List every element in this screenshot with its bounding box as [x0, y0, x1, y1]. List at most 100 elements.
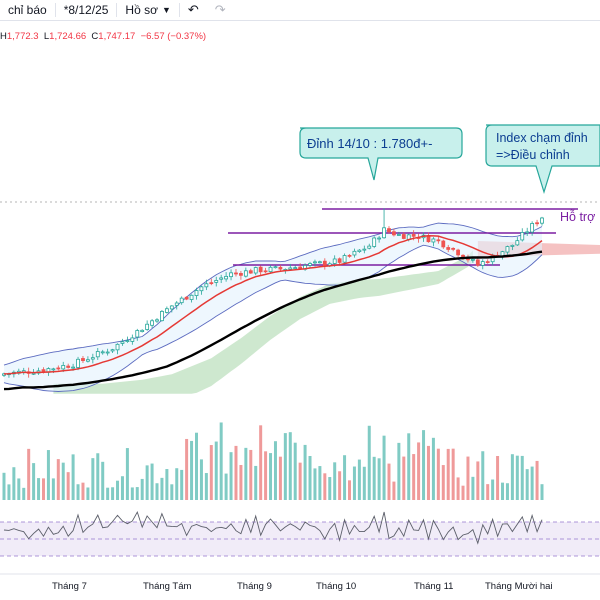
candle-body [288, 267, 293, 270]
volume-bar [362, 466, 366, 500]
volume-bar [392, 481, 396, 500]
volume-bar [496, 456, 500, 500]
indicators-button[interactable]: chỉ báo [0, 0, 55, 20]
candle-body [145, 323, 150, 330]
volume-bar [486, 484, 490, 500]
volume-bar [417, 442, 421, 500]
volume-bar [273, 441, 277, 500]
redo-button[interactable]: ↷ [207, 0, 234, 20]
volume-bar [397, 442, 401, 500]
candle-body [278, 266, 283, 270]
moving-averages [3, 235, 543, 391]
layout-label: Hồ sơ [125, 3, 158, 17]
index-label-line2: =>Điều chỉnh [496, 148, 570, 162]
candle-body [258, 266, 263, 273]
candle-body [76, 358, 80, 368]
candle-body [140, 329, 145, 333]
volume-bar [185, 438, 189, 500]
bollinger-bands [3, 222, 543, 392]
date-label: *8/12/25 [63, 3, 109, 17]
annotations: Đỉnh 14/10 : 1.780đ+- Index chạm đỉnh =>… [299, 124, 600, 224]
candle-body [411, 234, 416, 237]
peak-callout-box [299, 127, 463, 181]
volume-bar [91, 458, 95, 500]
candle-body [337, 258, 342, 263]
ohlc-legend: H1,772.3 L1,724.66 C1,747.17 −6.57 (−0.3… [0, 31, 206, 42]
volume-bar [219, 422, 223, 500]
volume-bar [515, 455, 519, 500]
volume-bar [101, 461, 105, 500]
volume-bar [244, 447, 248, 500]
candle-body [155, 319, 159, 322]
volume-bar [7, 484, 11, 500]
candle-body [515, 240, 520, 246]
volume-bar [170, 484, 174, 500]
candle-body [253, 267, 258, 274]
candles [2, 208, 544, 378]
candle-body [194, 290, 199, 296]
volume-bar [106, 487, 110, 500]
candle-body [174, 302, 179, 306]
volume-bar [269, 453, 273, 500]
volume-bar [283, 433, 287, 500]
volume-bar [456, 477, 460, 500]
date-button[interactable]: *8/12/25 [56, 0, 117, 20]
volume-bar [199, 459, 203, 500]
candle-body [224, 275, 229, 280]
candle-body [342, 255, 347, 263]
volume-bar [234, 445, 238, 500]
volume-bar [525, 469, 529, 500]
candle-body [95, 351, 100, 358]
redo-icon: ↷ [214, 2, 226, 17]
candle-body [86, 359, 90, 362]
volume-bar [130, 487, 134, 500]
volume-bar [466, 456, 470, 500]
candle-body [71, 366, 76, 369]
layout-button[interactable]: Hồ sơ ▼ [117, 0, 178, 20]
volume-bar [249, 449, 253, 500]
candle-body [234, 272, 238, 275]
candle-body [446, 247, 451, 250]
support-label: Hỗ trợ [560, 209, 595, 224]
change-value: −6.57 (−0.37%) [140, 31, 207, 42]
volume-bar [431, 437, 435, 500]
high-value: 1,772.3 [6, 31, 39, 42]
undo-button[interactable]: ↶ [180, 0, 207, 20]
candle-body [66, 365, 71, 368]
volume-bar [323, 473, 327, 500]
candle-body [436, 239, 441, 242]
candle-body [480, 261, 485, 266]
volume-bar [264, 451, 268, 500]
volume-bar [61, 462, 65, 500]
candle-body [475, 259, 480, 266]
volume-bar [150, 463, 154, 500]
candle-body [179, 297, 184, 304]
volume-bar [303, 444, 307, 500]
candle-body [61, 365, 66, 370]
candle-body [485, 261, 490, 264]
volume-bar [426, 445, 430, 500]
volume-pane [2, 422, 544, 500]
candle-body [31, 372, 36, 375]
volume-bar [56, 459, 60, 500]
close-prefix: C [91, 31, 99, 42]
candle-body [100, 351, 105, 354]
candle-body [372, 237, 377, 247]
candle-body [150, 320, 154, 326]
candle-body [115, 343, 120, 351]
volume-bar [41, 478, 45, 500]
rsi-pane [0, 510, 600, 557]
volume-bar [407, 433, 411, 500]
candle-body [530, 223, 535, 233]
candle-body [160, 311, 164, 322]
candle-body [239, 273, 243, 276]
candle-body [164, 308, 169, 313]
volume-bar [446, 448, 450, 500]
candle-body [535, 222, 539, 225]
candle-body [470, 258, 475, 261]
candle-body [441, 240, 446, 248]
candle-body [120, 341, 125, 344]
candle-body [431, 238, 436, 243]
cloud-green-area [53, 250, 473, 394]
